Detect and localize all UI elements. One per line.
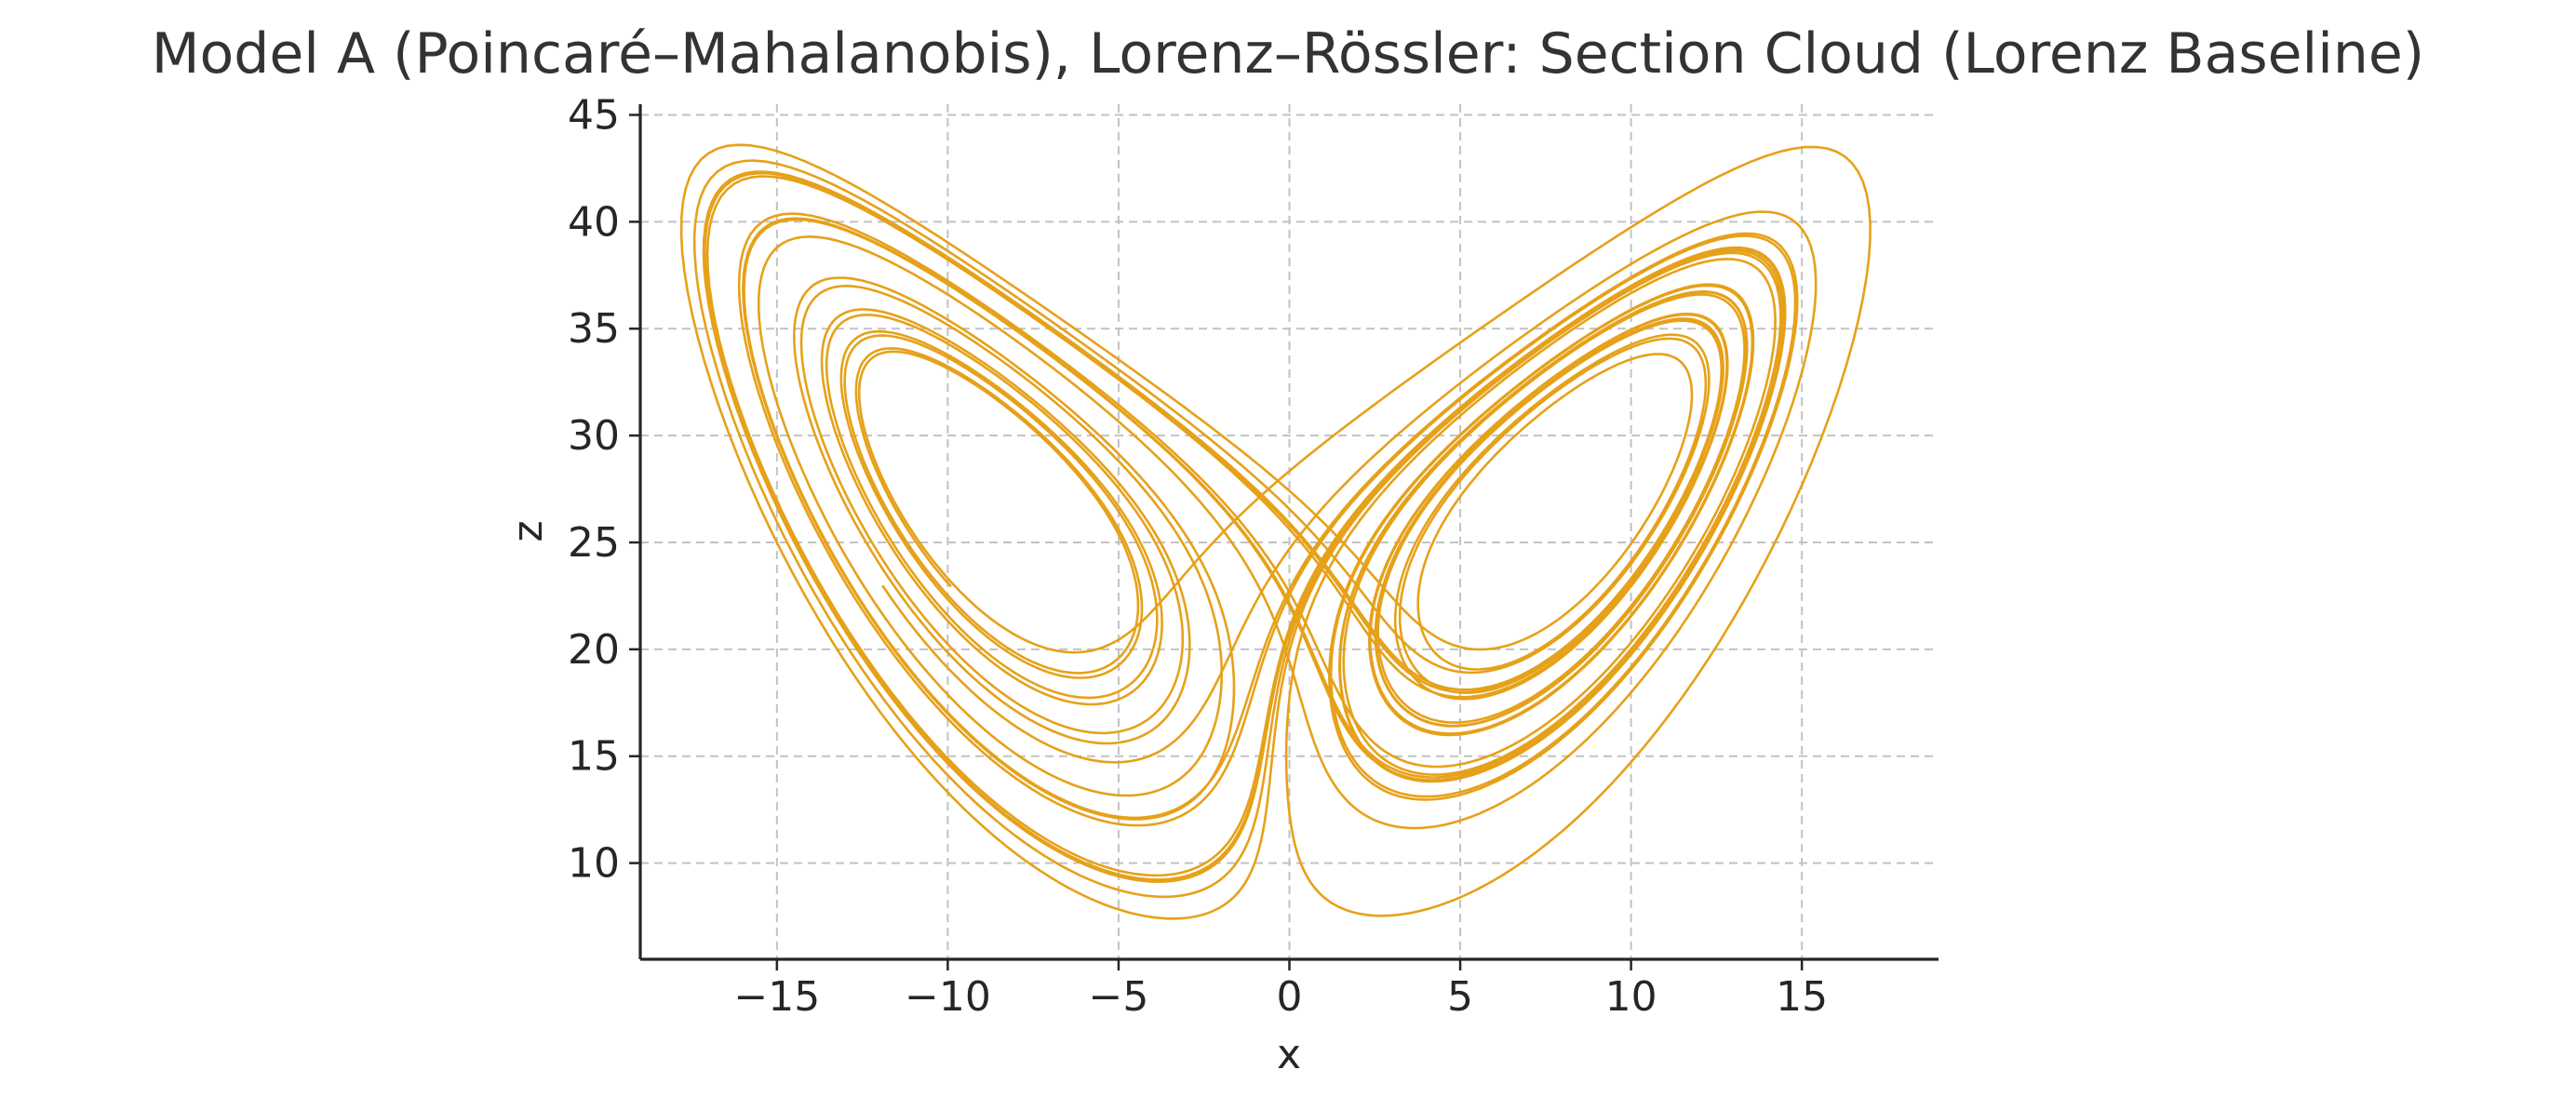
y-tick-label: 20 <box>568 626 620 674</box>
axes <box>629 104 1939 970</box>
tick-labels: −15 −10 −5 0 5 10 15 10 15 20 25 30 35 40 45 <box>568 91 1828 1021</box>
y-axis-label: z <box>504 520 552 542</box>
grid <box>640 104 1939 959</box>
x-tick-label: 10 <box>1605 973 1657 1021</box>
x-tick-label: 15 <box>1776 973 1828 1021</box>
x-tick-label: 0 <box>1277 973 1303 1021</box>
plot-area <box>679 143 1872 920</box>
x-tick-label: −10 <box>905 973 991 1021</box>
x-axis-label: x <box>1277 1031 1301 1078</box>
y-tick-label: 40 <box>568 198 620 246</box>
y-tick-label: 45 <box>568 91 620 139</box>
x-tick-label: −15 <box>733 973 820 1021</box>
y-tick-label: 15 <box>568 733 620 781</box>
trajectory-line-0 <box>679 143 1872 920</box>
y-tick-label: 10 <box>568 840 620 888</box>
x-tick-label: −5 <box>1089 973 1149 1021</box>
y-tick-label: 30 <box>568 412 620 460</box>
chart-title: Model A (Poincaré–Mahalanobis), Lorenz–R… <box>152 21 2424 87</box>
y-tick-label: 25 <box>568 519 620 567</box>
x-tick-label: 5 <box>1447 973 1473 1021</box>
y-tick-label: 35 <box>568 305 620 353</box>
